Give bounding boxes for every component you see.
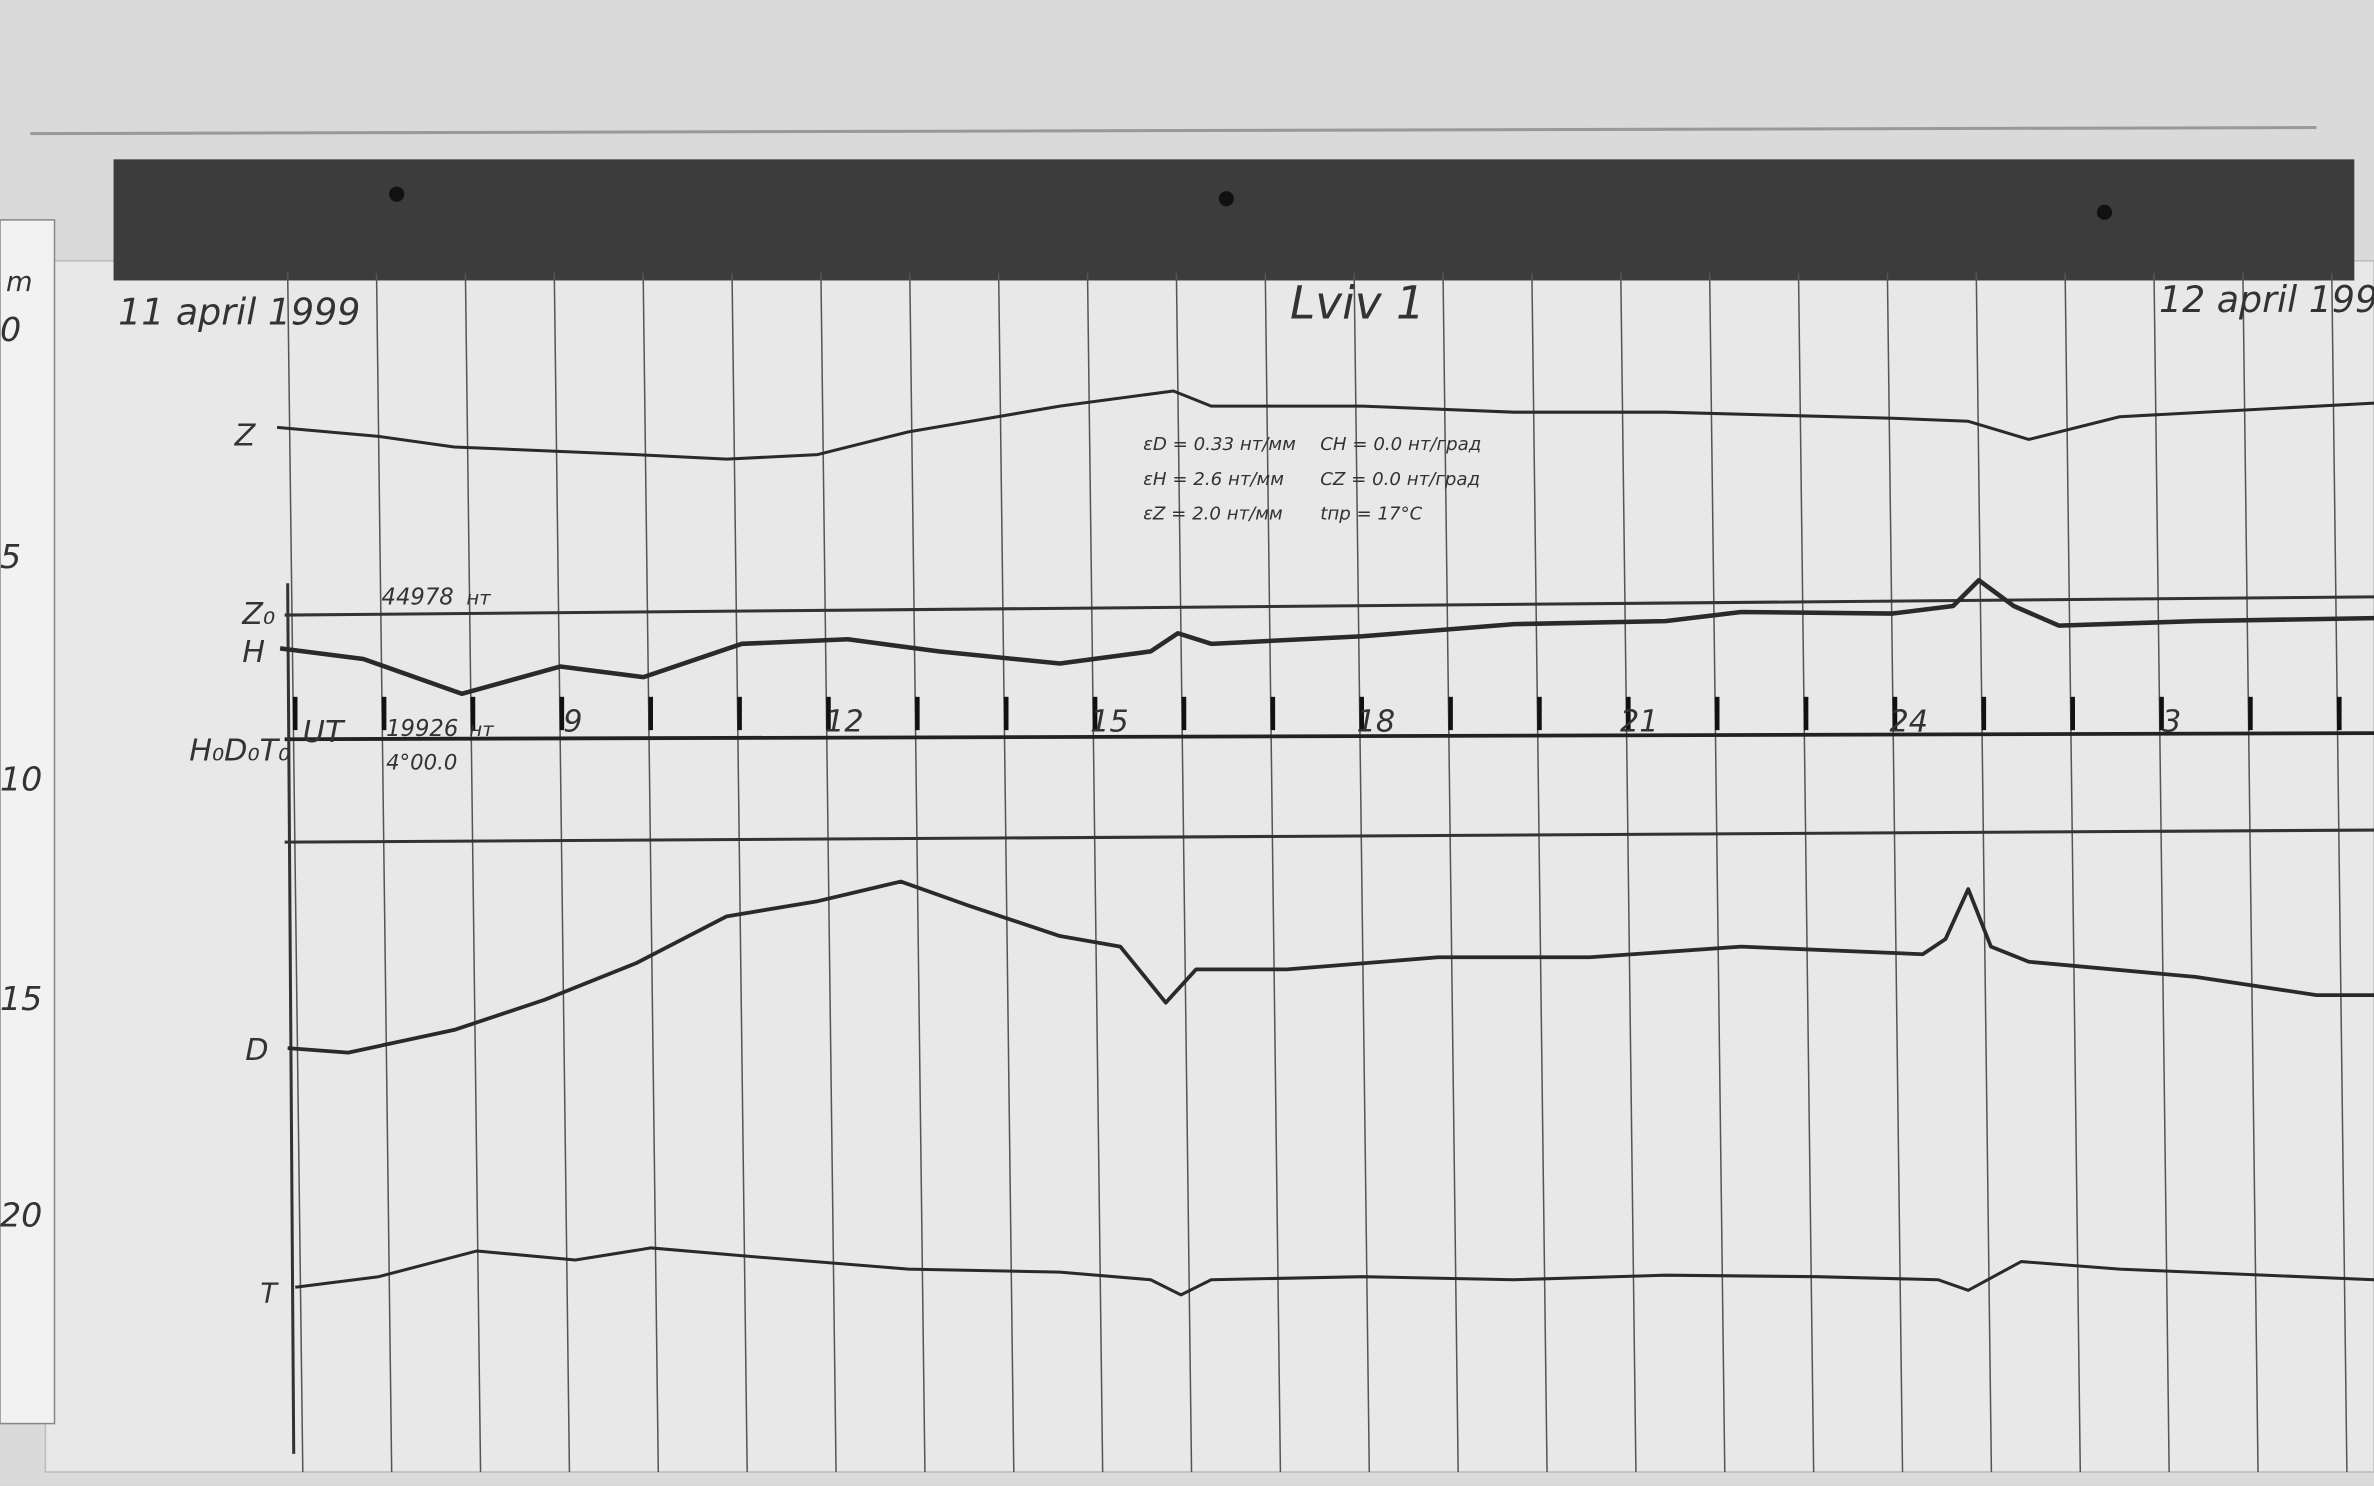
trace-label: Z [234, 418, 257, 453]
grid-line [731, 272, 748, 1473]
grid-line [642, 272, 660, 1473]
grid-line [1886, 272, 1904, 1473]
z0-value: 44978 [382, 584, 454, 610]
h0-value: 19926 [386, 716, 458, 742]
time-label: UT [303, 715, 346, 750]
grid-line [553, 272, 571, 1473]
station: Lviv 1 [1290, 276, 1425, 329]
grid-line [1353, 272, 1371, 1473]
hour-label: 12 [825, 705, 864, 740]
wire [30, 126, 2317, 136]
z-trace [276, 389, 2374, 461]
z0-baseline [284, 595, 2374, 617]
hour-label: 24 [1890, 705, 1929, 740]
grid [286, 272, 2348, 1473]
z0-unit: нт [466, 586, 491, 609]
grid-line [2242, 272, 2259, 1473]
hour-label: 18 [1357, 705, 1396, 740]
grid-line [1620, 272, 1637, 1473]
h0-unit: нт [469, 718, 494, 741]
h-trace [279, 577, 2374, 697]
ruler-mark: 15 [0, 979, 42, 1018]
grid-line [820, 272, 837, 1473]
scale-note: CH = 0.0 нт/град [1320, 434, 1481, 455]
grid-line [1531, 272, 1548, 1473]
lower-baseline [284, 828, 2374, 844]
trace-label: T [260, 1278, 279, 1309]
ruler-mark: 10 [0, 760, 42, 799]
trace-label: Z₀ [241, 597, 275, 632]
grid-line [1797, 272, 1815, 1473]
scale-note: εZ = 2.0 нт/мм [1143, 504, 1283, 525]
h0-baseline [284, 731, 2374, 742]
date-left: 11 april 1999 [118, 290, 360, 333]
grid-line [909, 272, 926, 1473]
grid-line [1442, 272, 1459, 1473]
pin [1218, 191, 1234, 207]
pin [2096, 204, 2113, 220]
grid-line [286, 272, 304, 1473]
grid-line [1175, 272, 1193, 1473]
ruler-mark: 20 [0, 1196, 42, 1235]
grid-line [1264, 272, 1282, 1473]
pin [389, 186, 405, 202]
scale-note: CZ = 0.0 нт/град [1320, 469, 1480, 490]
scale-note: εH = 2.6 нт/мм [1143, 469, 1284, 490]
ruler-mark: 5 [0, 537, 21, 576]
d-trace [287, 879, 2374, 1055]
grid-line [2064, 272, 2082, 1473]
hour-label: 15 [1090, 705, 1129, 740]
trace-label: D [245, 1033, 268, 1068]
date-right: 12 april 199 [2159, 278, 2374, 321]
trace-label: H [242, 635, 265, 670]
hour-label: 21 [1620, 705, 1659, 740]
grid-line [1086, 272, 1104, 1473]
trace-label: H₀D₀T₀ [189, 733, 290, 768]
hour-label: 3 [2162, 705, 2181, 740]
grid-line [1708, 272, 1726, 1473]
scale-note: εD = 0.33 нт/мм [1143, 434, 1296, 455]
hour-label: 9 [563, 705, 582, 740]
paper [44, 260, 2374, 1473]
t0-value: 4°00.0 [386, 749, 457, 774]
grid-line [464, 272, 482, 1473]
ruler-unit: m [6, 267, 33, 298]
t-trace [295, 1246, 2374, 1297]
start-line [286, 583, 296, 1454]
ruler-mark: 0 [0, 310, 21, 349]
strap [113, 159, 2355, 281]
scale-note: tпр = 17°C [1320, 504, 1422, 525]
ruler [0, 219, 56, 1425]
grid-line [375, 272, 393, 1473]
grid-line [2331, 272, 2348, 1473]
grid-line [1975, 272, 1993, 1473]
